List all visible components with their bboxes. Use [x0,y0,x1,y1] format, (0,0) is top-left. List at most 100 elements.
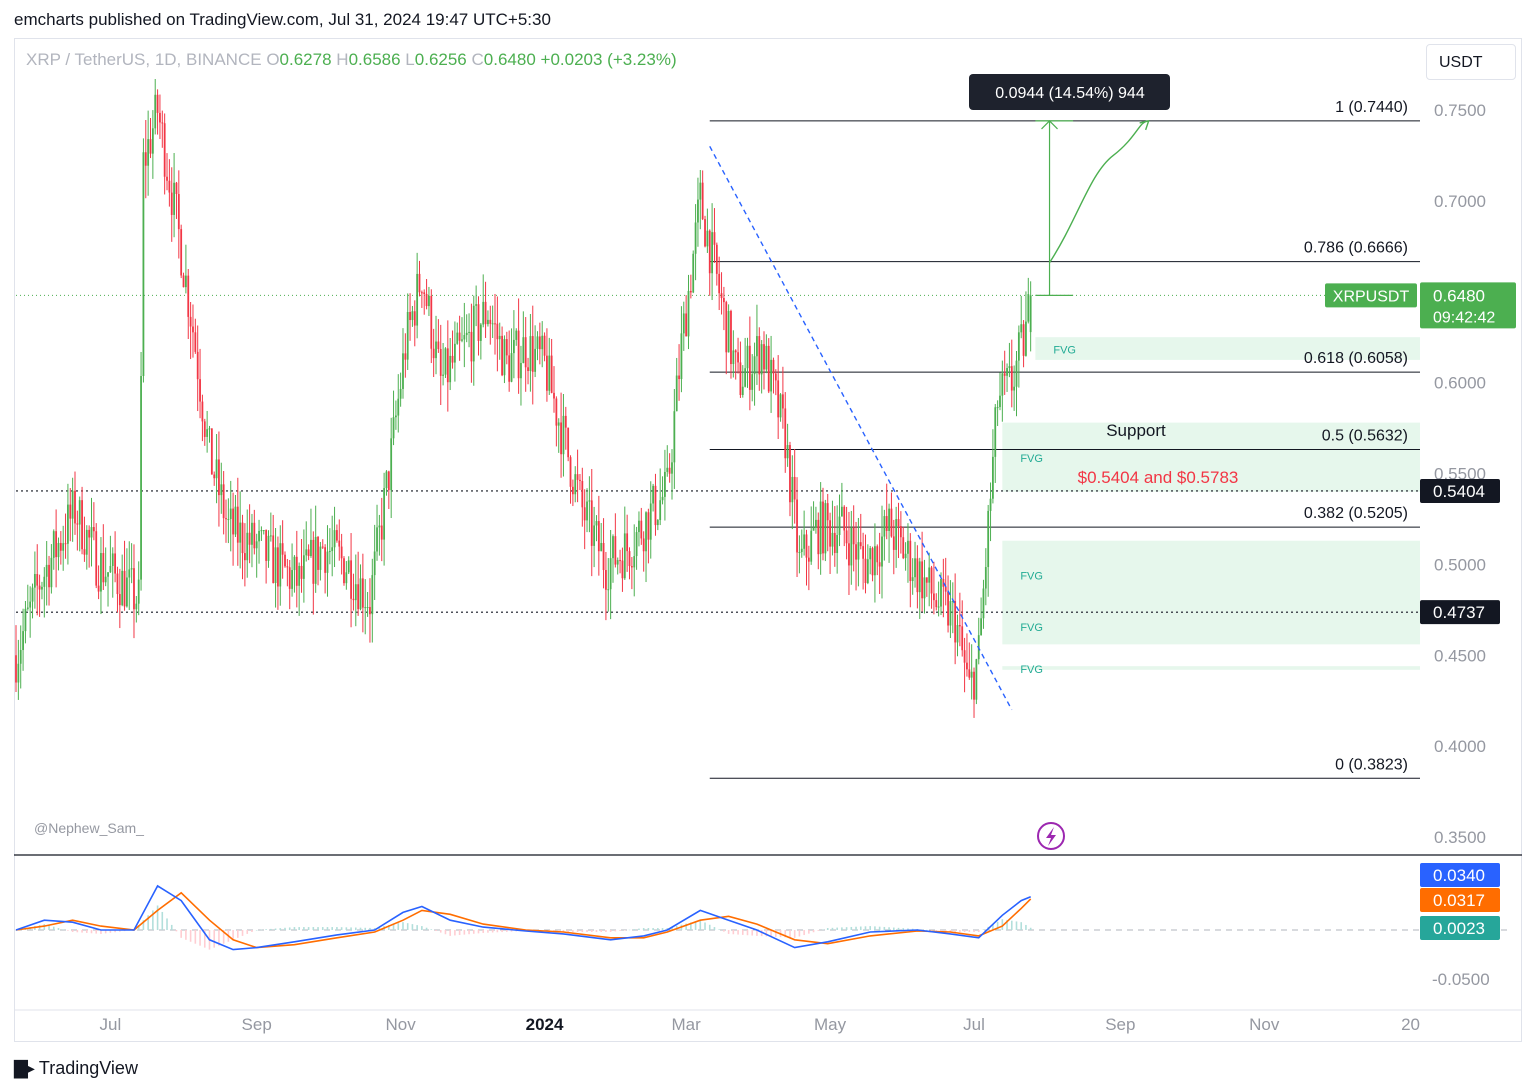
open-value: 0.6278 [279,50,332,69]
candle-body [758,336,761,375]
macd-histogram-bar [185,930,187,940]
macd-histogram-bar [284,927,286,930]
candle-body [798,552,801,554]
candle-body [458,332,461,341]
candle-body [564,415,567,428]
candle-body [753,356,756,375]
macd-histogram-bar [949,930,952,932]
macd-histogram-bar [741,930,744,935]
candle-body [468,331,470,333]
macd-histogram-bar [161,911,164,930]
candle-body [595,521,598,526]
candle-body [163,123,166,177]
candle-body [142,152,145,376]
fvg-zone [1002,666,1420,670]
macd-histogram-bar [449,930,451,936]
macd-histogram-bar [883,926,886,930]
candle-body [614,536,617,565]
macd-histogram-bar [874,926,876,930]
candle-body [154,94,157,129]
candle-body [451,355,454,363]
candle-body [555,398,558,426]
candle-body [418,273,421,293]
macd-histogram-bar [251,930,253,932]
candle-body [286,566,289,568]
candle-body [284,554,286,567]
candle-body [826,503,829,521]
candle-body [147,139,150,166]
candle-body [300,565,303,579]
candle-body [671,462,673,474]
candle-body [852,527,855,545]
macd-histogram-bar [170,924,173,930]
fib-level-label: 0.5 (0.5632) [1322,428,1408,445]
candle-body [862,546,865,559]
candle-body [673,411,676,463]
support-range-text: $0.5404 and $0.5783 [1078,468,1239,487]
candle-body [347,560,350,573]
candle-body [83,549,86,555]
candle-body [376,527,378,552]
candle-body [71,490,74,519]
candle-body [307,549,310,557]
currency-button[interactable]: USDT [1426,44,1516,80]
candle-body [824,503,827,554]
support-tag-box [1420,478,1500,503]
macd-histogram-bar [652,928,654,930]
macd-histogram-bar [921,929,923,930]
macd-pane: 0.0340 0.0317 0.0023 -0.0500 [14,854,1522,989]
measure-label: 0.0944 (14.54%) 944 [995,85,1145,102]
macd-histogram-bar [189,930,192,942]
macd-histogram-bar [416,925,418,930]
candle-body [59,542,62,551]
candle-body [730,310,732,365]
macd-histogram-bar [510,930,513,932]
macd-histogram-bar [808,930,810,934]
macd-histogram-bar [1020,922,1023,930]
macd-histogram-bar [657,928,659,930]
candle-body [215,459,218,479]
candle-body [383,488,386,540]
macd-line [15,884,1032,951]
candle-body [366,607,369,609]
candle-body [951,600,954,602]
time-tick-label: 2024 [526,1015,564,1034]
macd-histogram-bar [902,928,905,930]
candle-body [128,569,131,578]
candle-body [925,577,928,583]
candle-body [291,570,293,589]
candle-body [298,565,301,586]
candle-body [262,530,265,532]
candle-body [992,456,994,499]
candle-body [277,547,279,587]
candle-body [791,476,794,503]
price-tick-label: 0.4500 [1434,646,1486,665]
candle-body [583,507,586,521]
candle-body [529,336,532,372]
candle-body [668,467,671,474]
tradingview-logo[interactable]: ▇▸ TradingView [14,1058,138,1079]
change-value: +0.0203 (+3.23%) [540,50,677,69]
candle-body [232,508,234,535]
fvg-zone [1002,607,1420,645]
candle-body [973,671,975,700]
macd-histogram-bar [600,930,602,932]
macd-histogram-bar [241,930,244,936]
macd-histogram-bar [633,929,636,930]
candle-body [918,561,921,593]
candle-body [784,408,787,459]
macd-histogram-bar [623,930,626,931]
candle-body [19,650,22,664]
macd-histogram-bar [156,905,159,930]
candle-body [789,445,791,503]
candle-body [36,574,39,586]
candle-body [911,577,914,582]
macd-histogram-bar [793,930,796,938]
candle-body [199,379,201,402]
macd-histogram-bar [147,915,149,930]
candle-body [562,415,565,455]
candle-body [968,669,971,678]
fib-level-label: 0 (0.3823) [1335,756,1408,773]
candle-body [843,506,846,531]
